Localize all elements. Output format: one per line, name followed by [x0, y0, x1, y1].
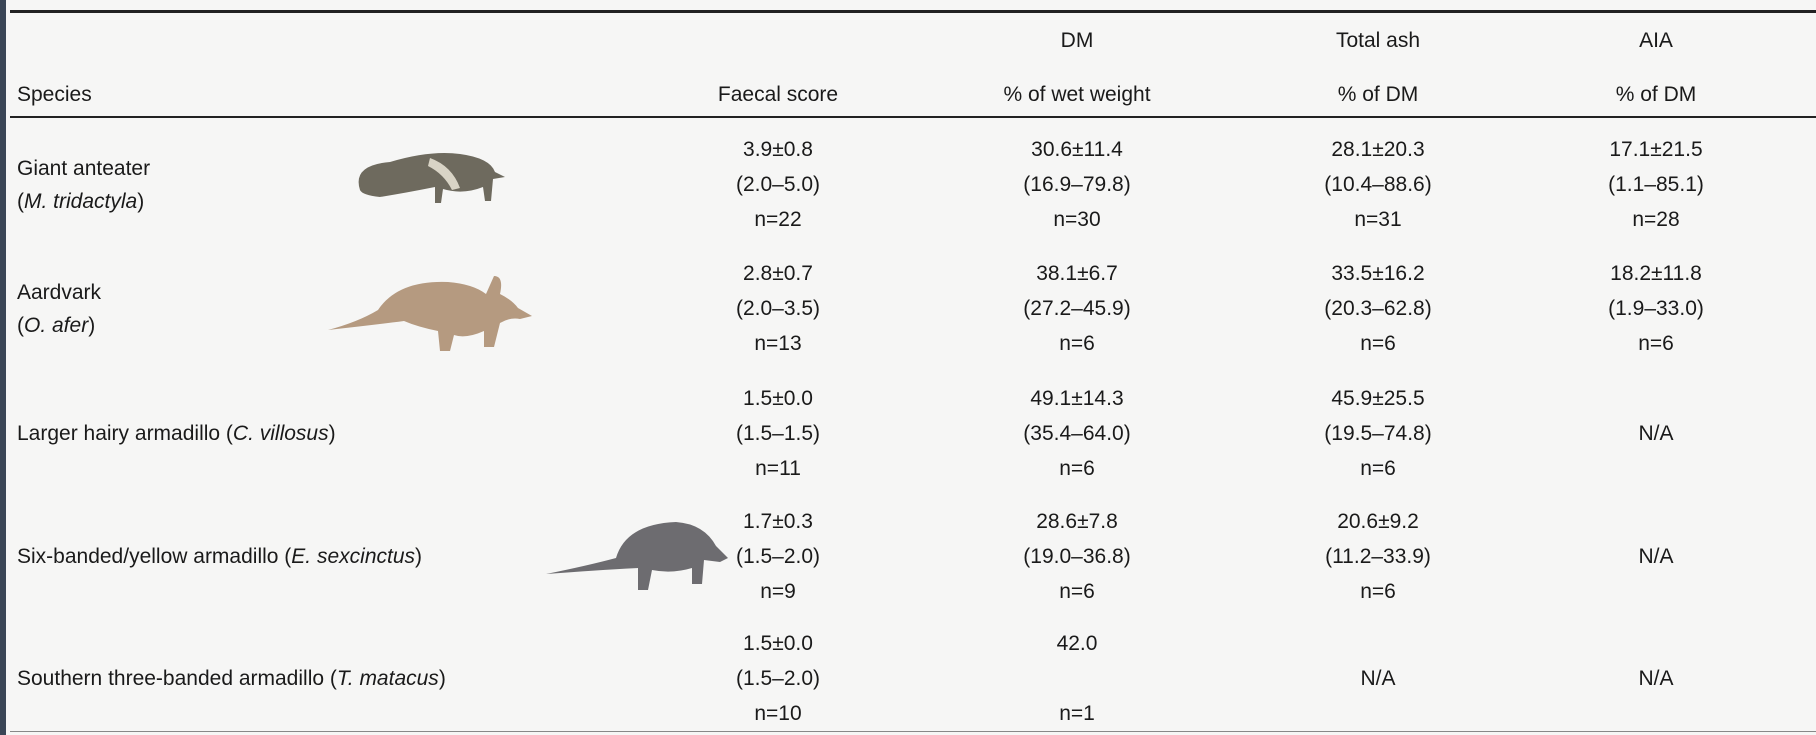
species-text: Southern three-banded armadillo ( [17, 667, 337, 690]
species-text: C. villosus [232, 422, 329, 445]
value-cell: n=9 [760, 580, 796, 603]
value-cell: N/A [1360, 667, 1396, 690]
species-line: Larger hairy armadillo (C. villosus) [17, 422, 336, 446]
value-cell: 3.9±0.8 [743, 138, 813, 161]
value-cell: 42.0 [1056, 632, 1098, 655]
value-cell: 1.7±0.3 [743, 510, 813, 533]
armadillo-picture [546, 522, 728, 590]
value-cell: (1.5–1.5) [735, 422, 821, 445]
value-cell: (1.1–85.1) [1608, 173, 1704, 196]
species-line: (O. afer) [17, 314, 95, 338]
species-text: Six-banded/yellow armadillo ( [17, 545, 292, 568]
header-cell: % of wet weight [1003, 83, 1151, 106]
value-cell: n=6 [1059, 580, 1095, 603]
species-text: T. matacus [336, 667, 439, 690]
value-cell: 20.6±9.2 [1337, 510, 1419, 533]
value-cell: 38.1±6.7 [1036, 262, 1118, 285]
species-text: Giant anteater [17, 156, 151, 180]
top-rule [10, 10, 1816, 13]
header-cell: Faecal score [717, 83, 839, 106]
value-cell: (27.2–45.9) [1023, 297, 1131, 320]
species-text: ( [17, 313, 24, 337]
value-cell: N/A [1638, 545, 1674, 568]
species-text: ) [438, 667, 446, 690]
value-cell: N/A [1638, 422, 1674, 445]
value-cell: (2.0–3.5) [735, 297, 821, 320]
value-cell: N/A [1638, 667, 1674, 690]
value-cell: (35.4–64.0) [1023, 422, 1131, 445]
bottom-rule [10, 731, 1816, 732]
header-cell: AIA [1639, 29, 1673, 52]
value-cell: n=11 [755, 457, 801, 480]
species-text: ) [137, 189, 145, 213]
header-cell: % of DM [1337, 83, 1419, 106]
value-cell: n=28 [1632, 208, 1680, 231]
value-cell: n=6 [1360, 580, 1396, 603]
value-cell: (1.5–2.0) [735, 545, 821, 568]
value-cell: (19.5–74.8) [1324, 422, 1432, 445]
value-cell: n=30 [1053, 208, 1101, 231]
header-rule [10, 116, 1816, 118]
species-text: M. tridactyla [24, 189, 138, 213]
value-cell: (1.9–33.0) [1608, 297, 1704, 320]
species-text: O. afer [24, 313, 89, 337]
value-cell: 49.1±14.3 [1030, 387, 1124, 410]
value-cell: 17.1±21.5 [1609, 138, 1703, 161]
value-cell: 30.6±11.4 [1031, 138, 1123, 161]
species-text: Larger hairy armadillo ( [17, 422, 233, 445]
value-cell: (20.3–62.8) [1324, 297, 1432, 320]
value-cell: (11.2–33.9) [1325, 545, 1431, 568]
value-cell: n=31 [1354, 208, 1402, 231]
value-cell: (19.0–36.8) [1023, 545, 1131, 568]
value-cell: (2.0–5.0) [735, 173, 821, 196]
value-cell: (1.5–2.0) [735, 667, 821, 690]
value-cell: n=10 [754, 702, 802, 725]
species-text: Aardvark [17, 280, 102, 304]
species-text: ) [88, 313, 96, 337]
species-text: ) [415, 545, 423, 568]
value-cell: 18.2±11.8 [1610, 262, 1702, 285]
value-cell: n=6 [1638, 332, 1674, 355]
value-cell: 33.5±16.2 [1331, 262, 1425, 285]
value-cell: 2.8±0.7 [743, 262, 813, 285]
species-text: E. sexcinctus [291, 545, 416, 568]
header-cell: Total ash [1335, 29, 1421, 52]
left-edge [0, 0, 6, 735]
value-cell: 1.5±0.0 [743, 632, 813, 655]
species-line: Aardvark [17, 281, 101, 305]
species-line: Southern three-banded armadillo (T. mata… [17, 667, 446, 691]
value-cell: (10.4–88.6) [1324, 173, 1432, 196]
species-line: Giant anteater [17, 157, 150, 181]
value-cell: 45.9±25.5 [1331, 387, 1425, 410]
species-line: (M. tridactyla) [17, 190, 144, 214]
value-cell: n=6 [1360, 332, 1396, 355]
header-cell: Species [17, 83, 92, 106]
value-cell: n=6 [1059, 457, 1095, 480]
value-cell: 28.6±7.8 [1036, 510, 1118, 533]
value-cell: n=13 [754, 332, 802, 355]
value-cell: n=6 [1360, 457, 1396, 480]
species-text: ( [17, 189, 24, 213]
value-cell: 1.5±0.0 [743, 387, 813, 410]
value-cell: n=6 [1059, 332, 1095, 355]
anteater-picture [358, 153, 505, 203]
value-cell: n=22 [754, 208, 802, 231]
header-cell: DM [1060, 29, 1094, 52]
species-line: Six-banded/yellow armadillo (E. sexcinct… [17, 545, 422, 569]
species-text: ) [328, 422, 336, 445]
header-cell: % of DM [1615, 83, 1697, 106]
aardvark-picture [328, 276, 532, 351]
value-cell: n=1 [1059, 702, 1095, 725]
value-cell: 28.1±20.3 [1331, 138, 1425, 161]
value-cell: (16.9–79.8) [1023, 173, 1131, 196]
